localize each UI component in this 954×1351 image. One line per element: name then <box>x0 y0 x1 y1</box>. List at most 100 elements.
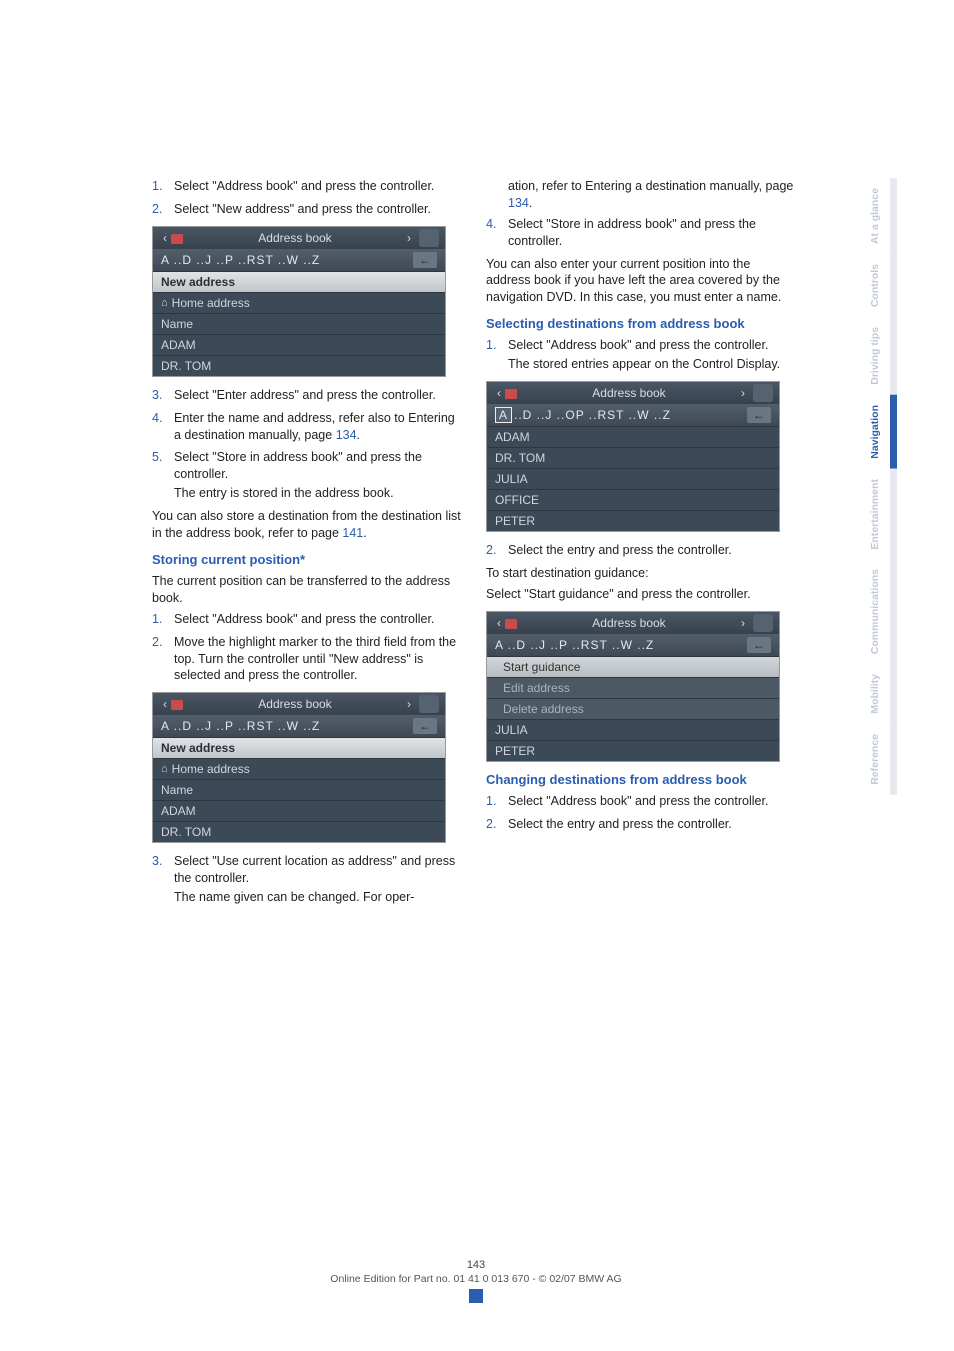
section-tab[interactable]: Mobility <box>869 664 897 724</box>
list-text: Select "Address book" and press the cont… <box>174 178 462 195</box>
list-item: 3.Select "Enter address" and press the c… <box>152 387 462 404</box>
list-item: 1.Select "Address book" and press the co… <box>486 337 796 373</box>
section-tab[interactable]: Navigation <box>869 395 897 469</box>
list-text: Select "Address book" and press the cont… <box>508 337 796 373</box>
screen-row: Delete address <box>487 698 779 719</box>
body-text: Select "Start guidance" and press the co… <box>486 586 796 603</box>
screen-row: ⌂Home address <box>153 758 445 779</box>
nav-left-icon: ‹ <box>497 386 501 400</box>
screen-row: ADAM <box>153 334 445 355</box>
list-text: Select "Address book" and press the cont… <box>174 611 462 628</box>
screen-row: New address <box>153 271 445 292</box>
list-number: 2. <box>486 816 508 833</box>
screen-row: PETER <box>487 740 779 761</box>
subheading: Selecting destinations from address book <box>486 316 796 332</box>
screen-row: Name <box>153 313 445 334</box>
back-arrow-icon: ← <box>413 718 437 734</box>
list-number: 4. <box>152 410 174 444</box>
section-tabs: At a glanceControlsDriving tipsNavigatio… <box>869 178 897 795</box>
screen-title: Address book <box>187 697 403 711</box>
screen-row: DR. TOM <box>153 821 445 842</box>
section-tab[interactable]: Controls <box>869 254 897 317</box>
screen-row: ADAM <box>153 800 445 821</box>
screen-row: Start guidance <box>487 656 779 677</box>
corner-icon <box>419 229 439 247</box>
list-text: Move the highlight marker to the third f… <box>174 634 462 685</box>
list-item: 1.Select "Address book" and press the co… <box>152 178 462 195</box>
flag-icon <box>171 234 183 244</box>
list-text: Select "Store in address book" and press… <box>174 449 462 502</box>
screen-row: DR. TOM <box>153 355 445 376</box>
home-icon: ⌂ <box>161 763 168 775</box>
list-text: Select the entry and press the controlle… <box>508 816 796 833</box>
nav-right-icon: › <box>741 616 745 630</box>
page-footer: 143 Online Edition for Part no. 01 41 0 … <box>152 1259 800 1303</box>
page-link[interactable]: 141 <box>342 526 363 540</box>
screenshot-addressbook-1: ‹ Address book › A ..D ..J ..P ..RST ..W… <box>152 226 446 377</box>
screenshot-addressbook-4: ‹ Address book › A ..D ..J ..P ..RST ..W… <box>486 611 780 762</box>
nav-right-icon: › <box>741 386 745 400</box>
screen-row: DR. TOM <box>487 447 779 468</box>
corner-icon <box>419 695 439 713</box>
list-text: Select "Store in address book" and press… <box>508 216 796 250</box>
list-text: Enter the name and address, refer also t… <box>174 410 462 444</box>
body-text: To start destination guidance: <box>486 565 796 582</box>
screen-row: Name <box>153 779 445 800</box>
list-text: Select "Use current location as address"… <box>174 853 462 906</box>
footer-bar-icon <box>469 1289 483 1303</box>
letter-bar: A ..D ..J ..P ..RST ..W ..Z <box>161 253 413 267</box>
corner-icon <box>753 614 773 632</box>
list-number: 1. <box>486 337 508 373</box>
screen-row: Edit address <box>487 677 779 698</box>
screen-title: Address book <box>521 616 737 630</box>
letter-bar: A ..D ..J ..P ..RST ..W ..Z <box>495 638 747 652</box>
screen-row: ⌂Home address <box>153 292 445 313</box>
list-item: 1.Select "Address book" and press the co… <box>152 611 462 628</box>
subheading: Storing current position* <box>152 552 462 568</box>
home-icon: ⌂ <box>161 297 168 309</box>
list-number: 2. <box>486 542 508 559</box>
section-tab[interactable]: Driving tips <box>869 317 897 395</box>
page-link[interactable]: 134 <box>508 196 529 210</box>
list-item: 2.Select "New address" and press the con… <box>152 201 462 218</box>
list-text: Select "Address book" and press the cont… <box>508 793 796 810</box>
list-number: 2. <box>152 201 174 218</box>
nav-left-icon: ‹ <box>163 697 167 711</box>
body-text: The current position can be transferred … <box>152 573 462 607</box>
list-item: 3.Select "Use current location as addres… <box>152 853 462 906</box>
letter-bar: A..D ..J ..OP ..RST ..W ..Z <box>495 407 747 423</box>
letter-bar: A ..D ..J ..P ..RST ..W ..Z <box>161 719 413 733</box>
list-number: 1. <box>152 611 174 628</box>
screen-row: JULIA <box>487 468 779 489</box>
section-tab[interactable]: At a glance <box>869 178 897 254</box>
body-text: You can also enter your current position… <box>486 256 796 307</box>
back-arrow-icon: ← <box>747 407 771 423</box>
flag-icon <box>171 700 183 710</box>
list-number: 1. <box>486 793 508 810</box>
screen-row: OFFICE <box>487 489 779 510</box>
left-column: 1.Select "Address book" and press the co… <box>152 178 462 912</box>
right-column: ation, refer to Entering a destination m… <box>486 178 796 912</box>
corner-icon <box>753 384 773 402</box>
page-link[interactable]: 134 <box>336 428 357 442</box>
flag-icon <box>505 389 517 399</box>
nav-right-icon: › <box>407 231 411 245</box>
list-item: 2.Select the entry and press the control… <box>486 816 796 833</box>
section-tab[interactable]: Entertainment <box>869 469 897 560</box>
section-tab[interactable]: Reference <box>869 724 897 795</box>
list-item: 5.Select "Store in address book" and pre… <box>152 449 462 502</box>
list-item: 4.Enter the name and address, refer also… <box>152 410 462 444</box>
list-number: 2. <box>152 634 174 685</box>
list-number: 5. <box>152 449 174 502</box>
screenshot-addressbook-3: ‹ Address book › A..D ..J ..OP ..RST ..W… <box>486 381 780 532</box>
nav-left-icon: ‹ <box>497 616 501 630</box>
screen-row: New address <box>153 737 445 758</box>
screen-row: ADAM <box>487 426 779 447</box>
page-number: 143 <box>152 1259 800 1271</box>
list-text: Select "Enter address" and press the con… <box>174 387 462 404</box>
list-item: 2.Select the entry and press the control… <box>486 542 796 559</box>
flag-icon <box>505 619 517 629</box>
section-tab[interactable]: Communications <box>869 559 897 664</box>
list-item: 2.Move the highlight marker to the third… <box>152 634 462 685</box>
nav-right-icon: › <box>407 697 411 711</box>
